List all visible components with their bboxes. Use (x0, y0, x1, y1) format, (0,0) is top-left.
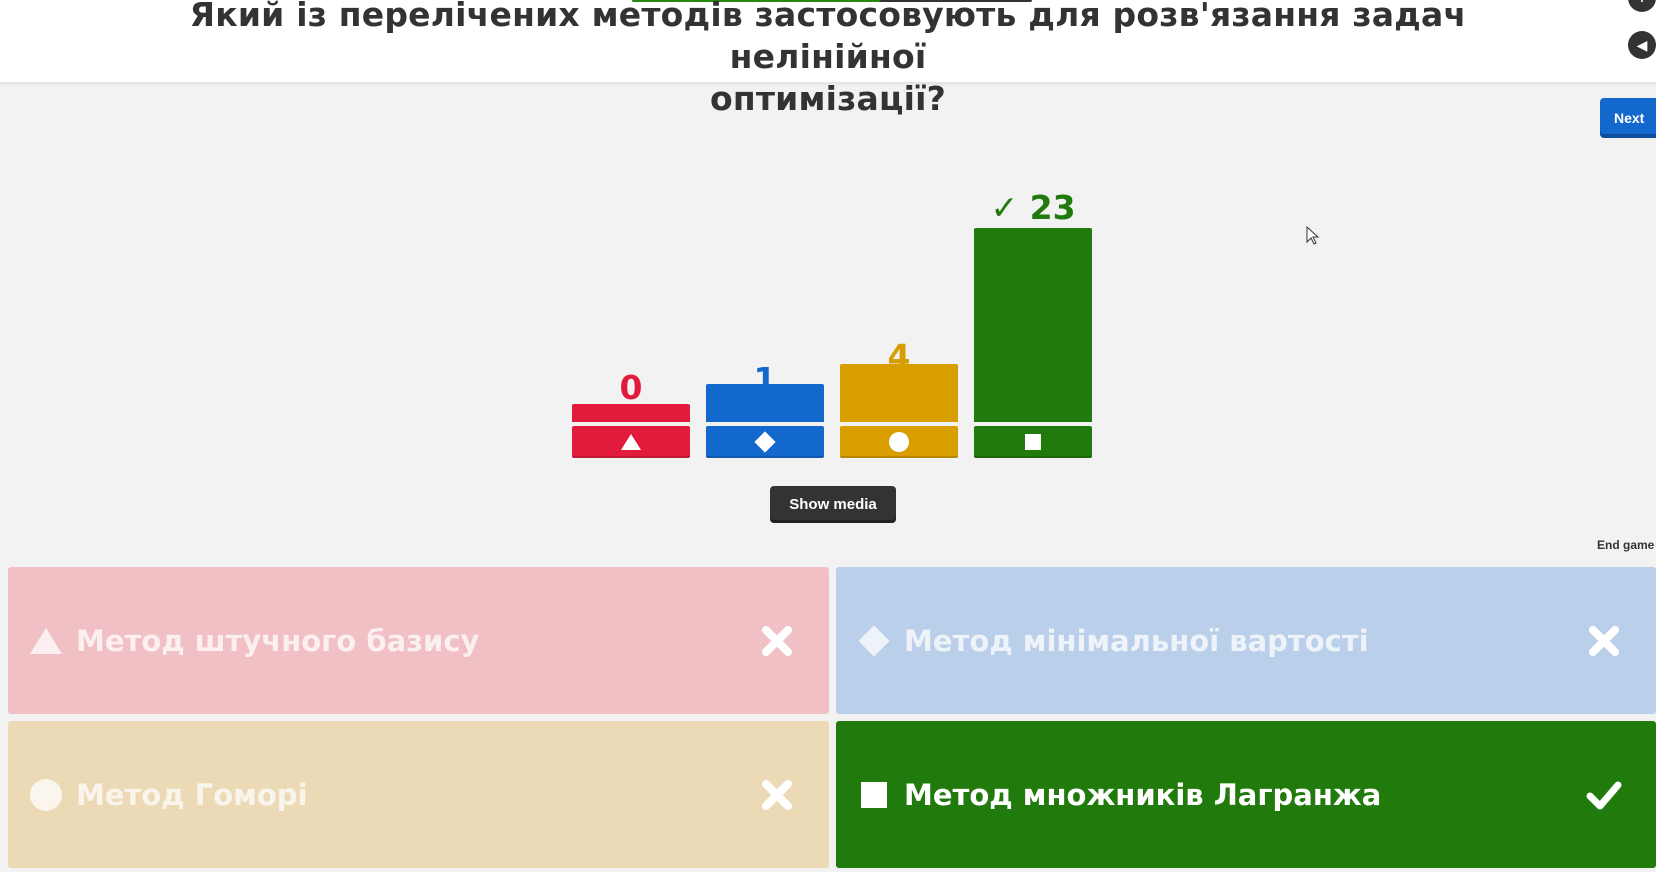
add-icon[interactable]: + (1628, 0, 1656, 12)
mouse-cursor-icon (1306, 226, 1320, 245)
result-bar-green (974, 228, 1092, 422)
result-bar-blue (706, 384, 824, 422)
show-media-button[interactable]: Show media (770, 486, 896, 523)
square-icon (1025, 434, 1041, 450)
circle-icon (889, 432, 909, 452)
results-chart: 0 1 4 ✓ 23 (572, 188, 1092, 458)
answer-yellow: Метод Гоморі (8, 721, 829, 868)
result-base-yellow (840, 426, 958, 458)
square-icon (858, 779, 890, 811)
answer-text: Метод Гоморі (76, 777, 308, 812)
question-title: Який із перелічених методів застосовують… (150, 0, 1506, 120)
circle-icon (30, 778, 62, 811)
answer-text: Метод штучного базису (76, 623, 480, 658)
result-bar-yellow (840, 364, 958, 422)
timer-progress-fill (632, 0, 880, 2)
answer-text: Метод множників Лагранжа (904, 777, 1382, 812)
result-bar-red (572, 404, 690, 422)
result-base-green (974, 426, 1092, 458)
result-count-red: 0 (619, 368, 643, 407)
diamond-icon (754, 431, 776, 453)
incorrect-icon (757, 775, 797, 815)
result-count-green: ✓ 23 (990, 188, 1076, 227)
answer-text: Метод мінімальної вартості (904, 623, 1369, 658)
question-line-1: Який із перелічених методів застосовують… (189, 0, 1467, 76)
incorrect-icon (1584, 621, 1624, 661)
result-base-red (572, 426, 690, 458)
answer-red: Метод штучного базису (8, 567, 829, 714)
incorrect-icon (757, 621, 797, 661)
diamond-icon (858, 624, 890, 657)
triangle-icon (621, 434, 641, 450)
answer-blue: Метод мінімальної вартості (836, 567, 1656, 714)
next-button[interactable]: Next (1600, 98, 1656, 138)
answer-green: Метод множників Лагранжа (836, 721, 1656, 868)
question-line-2: оптимізації? (709, 79, 947, 118)
triangle-icon (30, 625, 62, 657)
timer-progress-bar (632, 0, 1032, 2)
result-base-blue (706, 426, 824, 458)
sound-icon[interactable]: ◀ (1628, 31, 1656, 59)
correct-check-icon (1584, 775, 1624, 815)
question-header: Який із перелічених методів застосовують… (0, 0, 1656, 118)
end-game-link[interactable]: End game (1597, 538, 1655, 552)
